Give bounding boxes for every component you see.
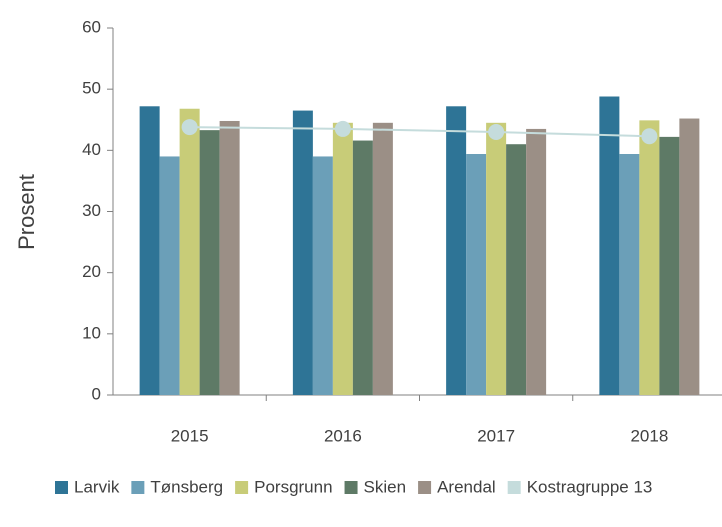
bar: [159, 156, 180, 395]
y-tick-label: 30: [82, 201, 101, 220]
bar: [639, 120, 660, 395]
line: [189, 126, 650, 138]
bar: [312, 156, 333, 395]
bar: [199, 130, 220, 396]
bar: [372, 122, 393, 395]
y-tick-label: 20: [82, 262, 101, 281]
bar: [219, 120, 240, 396]
legend-swatch: [507, 481, 521, 494]
bar: [526, 128, 547, 396]
legend-label: Kostragruppe 13: [527, 477, 653, 496]
bar: [466, 154, 487, 395]
y-tick-label: 50: [82, 79, 101, 98]
x-tick-label: 2018: [630, 426, 668, 445]
bar: [139, 106, 160, 395]
bar: [486, 122, 507, 395]
legend-label: Larvik: [74, 477, 120, 496]
bar: [446, 106, 467, 395]
y-tick-label: 60: [82, 17, 101, 36]
y-axis-label: Prosent: [14, 174, 39, 250]
bar: [506, 144, 527, 395]
x-tick-label: 2016: [324, 426, 362, 445]
legend-swatch: [418, 481, 432, 494]
bar: [619, 154, 640, 395]
bar: [179, 108, 200, 396]
x-tick-label: 2017: [477, 426, 515, 445]
y-tick-label: 40: [82, 140, 101, 159]
bar: [679, 118, 700, 395]
y-tick-label: 0: [92, 384, 101, 403]
legend-label: Porsgrunn: [254, 477, 332, 496]
line-marker: [488, 123, 505, 140]
legend-swatch: [235, 481, 249, 494]
line-marker: [641, 128, 658, 145]
y-tick-label: 10: [82, 323, 101, 342]
legend-swatch: [131, 481, 145, 494]
legend-swatch: [344, 481, 358, 494]
line-marker: [334, 120, 351, 137]
bar: [292, 110, 313, 395]
bar: [352, 140, 373, 395]
x-tick-label: 2015: [171, 426, 209, 445]
legend-label: Arendal: [437, 477, 496, 496]
bar: [332, 122, 353, 395]
bar: [599, 96, 620, 396]
legend-label: Tønsberg: [150, 477, 223, 496]
legend-swatch: [55, 481, 68, 494]
line-marker: [181, 119, 198, 136]
legend-label: Skien: [364, 477, 407, 496]
bar: [659, 136, 680, 396]
